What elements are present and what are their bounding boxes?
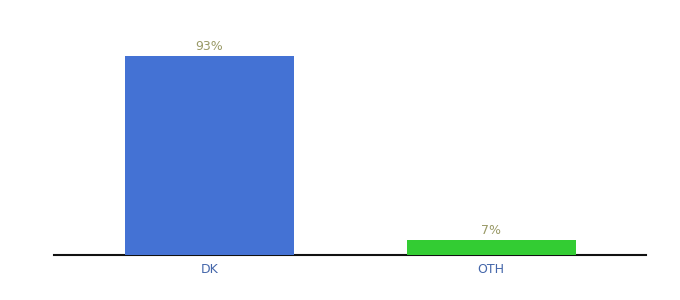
Bar bbox=[407, 240, 575, 255]
Text: 93%: 93% bbox=[195, 40, 223, 53]
Text: 7%: 7% bbox=[481, 224, 501, 237]
Bar bbox=[125, 56, 294, 255]
